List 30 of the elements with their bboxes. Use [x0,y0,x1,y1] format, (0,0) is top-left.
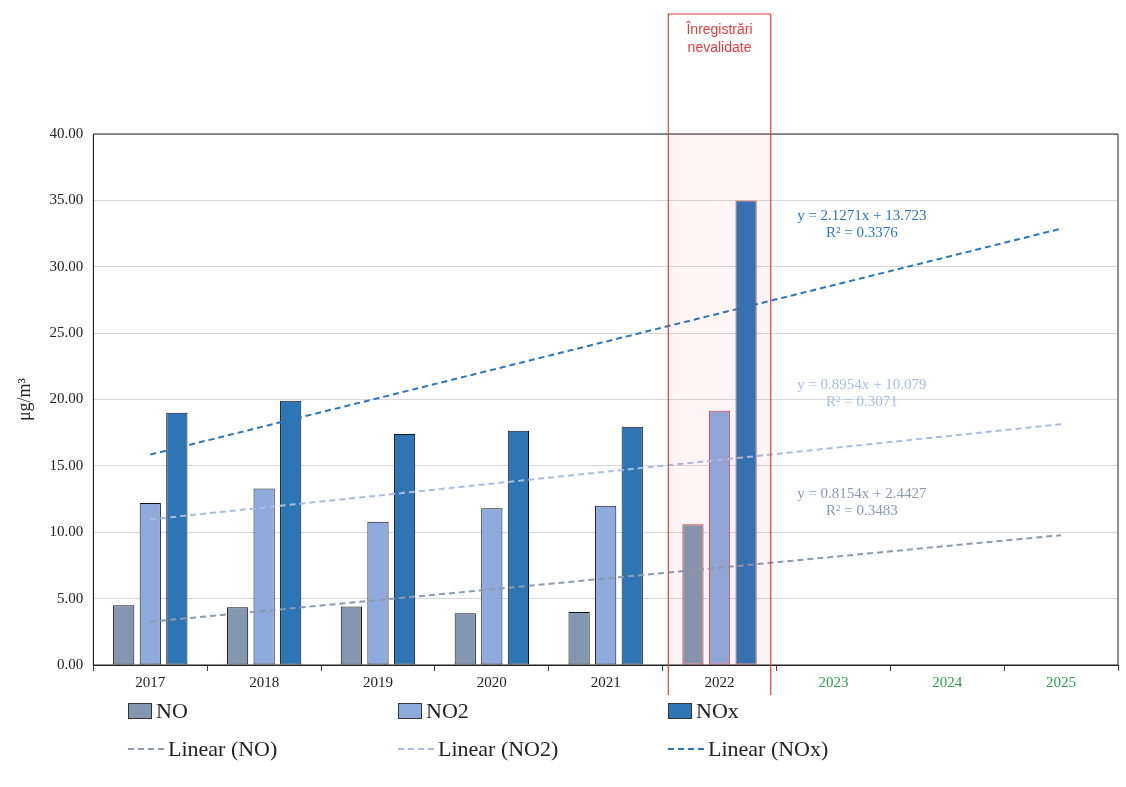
y-tick-label: 25.00 [49,324,84,341]
x-tick-label: 2023 [818,673,849,690]
x-tick-label: 2020 [476,673,507,690]
x-tick-label: 2017 [135,673,166,690]
x-tick-label: 2024 [932,673,963,690]
annotation: y = 0.8154x + 2.4427 R² = 0.3483 [797,485,928,519]
x-tick-label: 2022 [704,673,735,690]
x-tick-label: 2019 [362,673,393,690]
legend-label: Linear (NO) [168,736,278,762]
x-tick-label: 2025 [1046,673,1077,690]
annotation: y = 0.8954x + 10.079 R² = 0.3071 [797,376,927,410]
legend-label: NO2 [426,698,469,724]
band-label: Înregistrări nevalidate [685,20,753,55]
x-tick-label: 2018 [249,673,280,690]
y-axis-title: μg/m³ [13,377,34,422]
line-series [149,423,1063,521]
y-tick-label: 0.00 [57,655,84,672]
y-tick-label: 5.00 [57,589,84,606]
y-tick-label: 30.00 [49,257,84,274]
legend-label: NO [156,698,188,724]
y-tick-label: 40.00 [49,124,84,141]
annotation: y = 2.1271x + 13.723 R² = 0.3376 [797,206,927,240]
y-tick-label: 20.00 [49,390,84,407]
x-tick-label: 2021 [590,673,621,690]
y-tick-label: 15.00 [49,456,84,473]
y-tick-label: 35.00 [49,191,84,208]
legend-label: Linear (NOx) [708,736,829,762]
y-tick-label: 10.00 [49,523,84,540]
legend-label: NOx [696,698,739,724]
legend-label: Linear (NO2) [438,736,559,762]
